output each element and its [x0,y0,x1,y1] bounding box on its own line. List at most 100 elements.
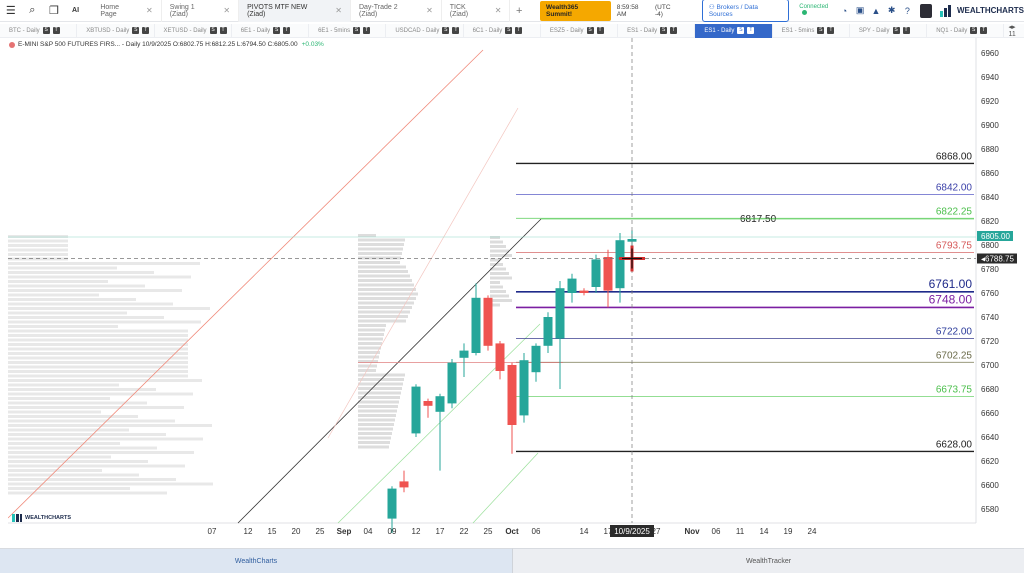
candle-body[interactable] [471,297,481,353]
settings-badge-icon[interactable]: S [273,27,281,34]
watchlist-item[interactable]: 6E1 - Daily S T [232,23,310,38]
watchlist-item[interactable]: ESZ5 - Daily S T [541,23,619,38]
chat-icon[interactable]: ◔ [841,5,848,16]
close-icon[interactable]: ✕ [223,6,231,15]
template-badge-icon[interactable]: T [747,27,755,34]
candle-body[interactable] [387,488,397,519]
template-badge-icon[interactable]: T [363,27,371,34]
settings-badge-icon[interactable]: S [505,27,513,34]
candle-body[interactable] [459,350,469,358]
template-badge-icon[interactable]: T [219,27,227,34]
settings-badge-icon[interactable]: S [660,27,668,34]
tab-2[interactable]: PIVOTS MTF NEW (Ziad) ✕ [239,0,351,22]
template-badge-icon[interactable]: T [596,27,604,34]
bell-icon[interactable]: ▲ [871,5,881,16]
settings-badge-icon[interactable]: S [737,27,745,34]
candle-body[interactable] [519,360,529,416]
session-profile-bar [358,310,410,314]
candle-body[interactable] [447,362,457,404]
template-badge-icon[interactable]: T [980,27,988,34]
avatar[interactable] [920,3,932,18]
brokers-button[interactable]: ⚇ Brokers / Data Sources [701,0,790,22]
template-badge-icon[interactable]: T [142,27,150,34]
close-icon[interactable]: ✕ [146,6,153,15]
candle-body[interactable] [543,317,553,346]
settings-badge-icon[interactable]: S [817,27,825,34]
price-axis-tick: 6700 [981,361,999,370]
template-badge-icon[interactable]: T [52,27,60,34]
candle-body[interactable] [567,278,577,293]
help-icon[interactable]: ? [904,5,910,16]
tab-3[interactable]: Day-Trade 2 (Ziad) ✕ [351,0,442,22]
template-badge-icon[interactable]: T [452,27,460,34]
close-icon[interactable]: ✕ [426,6,433,15]
channel-line-lower [337,323,541,524]
settings-badge-icon[interactable]: S [353,27,361,34]
candle-body[interactable] [423,401,433,406]
candle-body[interactable] [507,365,517,425]
watchlist-label: 6E1 - Daily [240,27,271,34]
annotation-label: 6817.50 [740,214,777,225]
template-badge-icon[interactable]: T [670,27,678,34]
session-profile-bar [358,270,408,273]
candle-body[interactable] [579,290,589,293]
watchlist-item[interactable]: 6C1 - Daily S T [464,23,541,38]
tab-0[interactable]: Home Page ✕ [92,0,162,22]
volume-profile-bar [8,352,188,355]
watchlist-more-button[interactable]: ◂▸ 11 [1008,24,1016,38]
timezone: (UTC -4) [655,3,671,18]
watchlist-item[interactable]: ES1 - Daily S T [618,23,696,38]
time-axis-tick: 12 [244,527,253,536]
add-tab-button[interactable]: + [516,4,523,17]
candle-body[interactable] [399,481,409,488]
candle-body[interactable] [411,386,421,434]
search-icon[interactable]: ⌕ [29,4,36,16]
watchlist-item[interactable]: ES1 - Daily S T [695,23,773,38]
settings-badge-icon[interactable]: S [442,27,450,34]
candle-body[interactable] [615,240,625,289]
template-badge-icon[interactable]: T [515,27,523,34]
close-icon[interactable]: ✕ [494,6,502,15]
watchlist-item[interactable]: XBTUSD - Daily S T [77,23,155,38]
volume-profile-bar [8,478,176,481]
template-badge-icon[interactable]: T [283,27,291,34]
watchlist-item[interactable]: NQ1 - Daily S T [927,23,1005,38]
candle-body[interactable] [483,297,493,346]
candle-body[interactable] [495,343,505,371]
settings-badge-icon[interactable]: S [586,27,594,34]
template-badge-icon[interactable]: T [902,27,910,34]
tab-4[interactable]: TICK (Ziad) ✕ [442,0,511,22]
hamburger-menu-icon[interactable]: ☰ [5,5,16,17]
watchlist-item[interactable]: BTC - Daily S T [0,23,78,38]
settings-badge-icon[interactable]: S [42,27,50,34]
channel-line-faint [327,107,519,439]
save-icon[interactable]: ▣ [855,5,865,15]
gear-icon[interactable]: ✱ [887,5,896,15]
volume-profile-bar [8,244,68,247]
bottom-tab-0[interactable]: WealthCharts [0,548,512,573]
template-badge-icon[interactable]: T [827,27,835,34]
summit-button[interactable]: Wealth365 Summit! [540,0,611,21]
close-icon[interactable]: ✕ [335,6,342,15]
ai-icon[interactable]: AI [72,7,80,14]
symbol-high: H:6812.25 [205,41,236,48]
candle-body[interactable] [531,345,541,373]
settings-badge-icon[interactable]: S [209,27,217,34]
candle-body[interactable] [627,239,637,242]
candle-body[interactable] [435,396,445,412]
watchlist-item[interactable]: XETUSD - Daily S T [155,23,232,38]
tab-1[interactable]: Swing 1 (Ziad) ✕ [162,0,240,22]
candle-body[interactable] [591,259,601,287]
layers-icon[interactable]: ❐ [49,5,59,17]
bottom-tab-1[interactable]: WealthTracker [512,548,1024,573]
watchlist-item[interactable]: USDCAD - Daily S T [386,23,464,38]
price-chart[interactable]: 6868.00 6842.00 6822.25 6793.75 6761.006748.… [8,38,1024,538]
settings-badge-icon[interactable]: S [970,27,978,34]
watchlist-item[interactable]: ES1 - 5mins S T [773,23,850,38]
candle-body[interactable] [603,257,613,291]
settings-badge-icon[interactable]: S [132,27,140,34]
settings-badge-icon[interactable]: S [892,27,900,34]
candle-body[interactable] [555,288,565,339]
watchlist-item[interactable]: 6E1 - 5mins S T [309,23,387,38]
watchlist-item[interactable]: SPY - Daily S T [850,23,928,38]
